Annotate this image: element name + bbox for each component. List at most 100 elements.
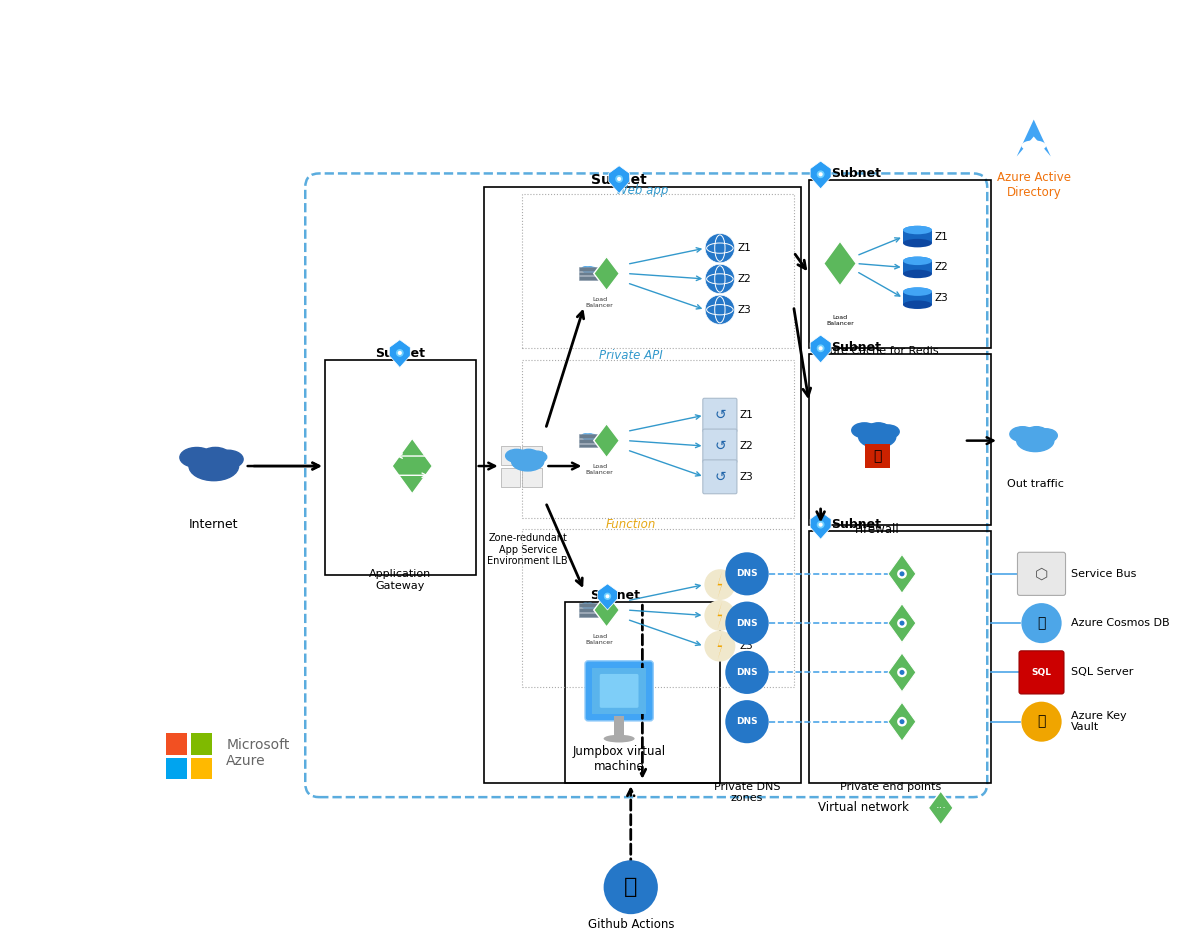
Bar (578, 277, 600, 281)
Text: Z3: Z3 (739, 472, 752, 482)
Ellipse shape (201, 447, 231, 465)
Text: ···: ··· (935, 803, 946, 813)
Ellipse shape (903, 300, 932, 309)
Ellipse shape (587, 603, 594, 608)
Text: Z3: Z3 (934, 294, 948, 303)
Ellipse shape (519, 449, 538, 460)
Text: Virtual network: Virtual network (817, 802, 909, 815)
Ellipse shape (903, 239, 932, 247)
Circle shape (725, 651, 769, 694)
Bar (578, 434, 600, 438)
Circle shape (704, 631, 736, 662)
Text: Zone-redundant
App Service
Environment ILB: Zone-redundant App Service Environment I… (487, 533, 569, 567)
Bar (522, 446, 542, 465)
FancyBboxPatch shape (1017, 553, 1065, 596)
FancyBboxPatch shape (703, 398, 737, 432)
Text: ⬡: ⬡ (1035, 567, 1048, 582)
Circle shape (395, 350, 404, 357)
Text: Load
Balancer: Load Balancer (585, 297, 614, 308)
Text: Function: Function (606, 518, 656, 531)
Ellipse shape (1019, 431, 1040, 443)
Circle shape (725, 553, 769, 596)
Circle shape (816, 345, 825, 352)
Bar (522, 360, 793, 517)
Bar (191, 733, 213, 755)
Text: DNS: DNS (736, 718, 757, 726)
Polygon shape (888, 604, 916, 642)
Circle shape (897, 569, 906, 579)
Bar (500, 468, 520, 487)
Circle shape (1022, 702, 1061, 742)
Bar (191, 758, 213, 779)
Ellipse shape (876, 425, 899, 438)
Ellipse shape (903, 256, 932, 265)
Text: Out traffic: Out traffic (1007, 479, 1064, 489)
Text: Private DNS
zones: Private DNS zones (714, 782, 780, 803)
Ellipse shape (589, 604, 596, 608)
Polygon shape (608, 166, 630, 194)
Ellipse shape (867, 423, 889, 436)
Text: ↺: ↺ (714, 439, 726, 453)
Polygon shape (810, 512, 831, 540)
Polygon shape (594, 424, 619, 458)
Circle shape (899, 720, 905, 724)
Ellipse shape (1034, 429, 1058, 443)
Text: Web app: Web app (617, 184, 668, 197)
Text: Z1: Z1 (934, 231, 948, 241)
Text: Application
Gateway: Application Gateway (369, 569, 432, 591)
Ellipse shape (512, 452, 543, 471)
Ellipse shape (589, 267, 596, 271)
Text: 🐙: 🐙 (624, 877, 637, 898)
Ellipse shape (587, 267, 594, 271)
Bar (500, 446, 520, 465)
Ellipse shape (584, 435, 591, 439)
Text: Z2: Z2 (934, 263, 948, 272)
Ellipse shape (1010, 427, 1035, 442)
Text: Github Actions: Github Actions (588, 918, 674, 931)
Text: DNS: DNS (736, 668, 757, 677)
Circle shape (725, 601, 769, 645)
Polygon shape (718, 601, 722, 629)
Text: Load
Balancer: Load Balancer (826, 315, 853, 326)
Bar (578, 267, 600, 270)
Ellipse shape (1025, 427, 1048, 440)
Text: 🔥: 🔥 (873, 449, 881, 463)
Circle shape (816, 521, 825, 528)
Text: SQL Server: SQL Server (1071, 667, 1133, 678)
Text: Z2: Z2 (738, 274, 751, 284)
Text: Z1: Z1 (738, 243, 751, 254)
Circle shape (899, 621, 905, 625)
Text: Azure Key
Vault: Azure Key Vault (1071, 711, 1126, 733)
Polygon shape (823, 241, 856, 286)
Circle shape (704, 600, 736, 631)
Text: Subnet: Subnet (831, 517, 881, 530)
FancyBboxPatch shape (703, 429, 737, 463)
Bar (522, 468, 542, 487)
Bar (578, 603, 600, 607)
Ellipse shape (603, 734, 635, 743)
FancyBboxPatch shape (600, 674, 638, 707)
Text: Z1: Z1 (739, 580, 752, 590)
Ellipse shape (513, 453, 531, 463)
Text: Microsoft
Azure: Microsoft Azure (226, 738, 290, 768)
Bar (522, 194, 793, 349)
Circle shape (899, 670, 905, 675)
Ellipse shape (861, 427, 881, 439)
Circle shape (615, 175, 623, 183)
Text: Jumpbox virtual
machine: Jumpbox virtual machine (572, 745, 666, 773)
Text: DNS: DNS (736, 569, 757, 579)
Circle shape (1022, 603, 1061, 643)
Polygon shape (810, 161, 831, 189)
Ellipse shape (903, 256, 932, 265)
Text: Z1: Z1 (739, 410, 752, 420)
Text: Private API: Private API (599, 350, 662, 363)
Text: Subnet: Subnet (375, 347, 424, 360)
Text: SQL: SQL (1031, 668, 1052, 677)
Ellipse shape (213, 450, 243, 469)
Bar (166, 733, 188, 755)
Text: Subnet: Subnet (831, 341, 881, 354)
Circle shape (816, 171, 825, 178)
Polygon shape (810, 336, 831, 363)
Ellipse shape (584, 267, 595, 274)
Bar (578, 608, 600, 612)
